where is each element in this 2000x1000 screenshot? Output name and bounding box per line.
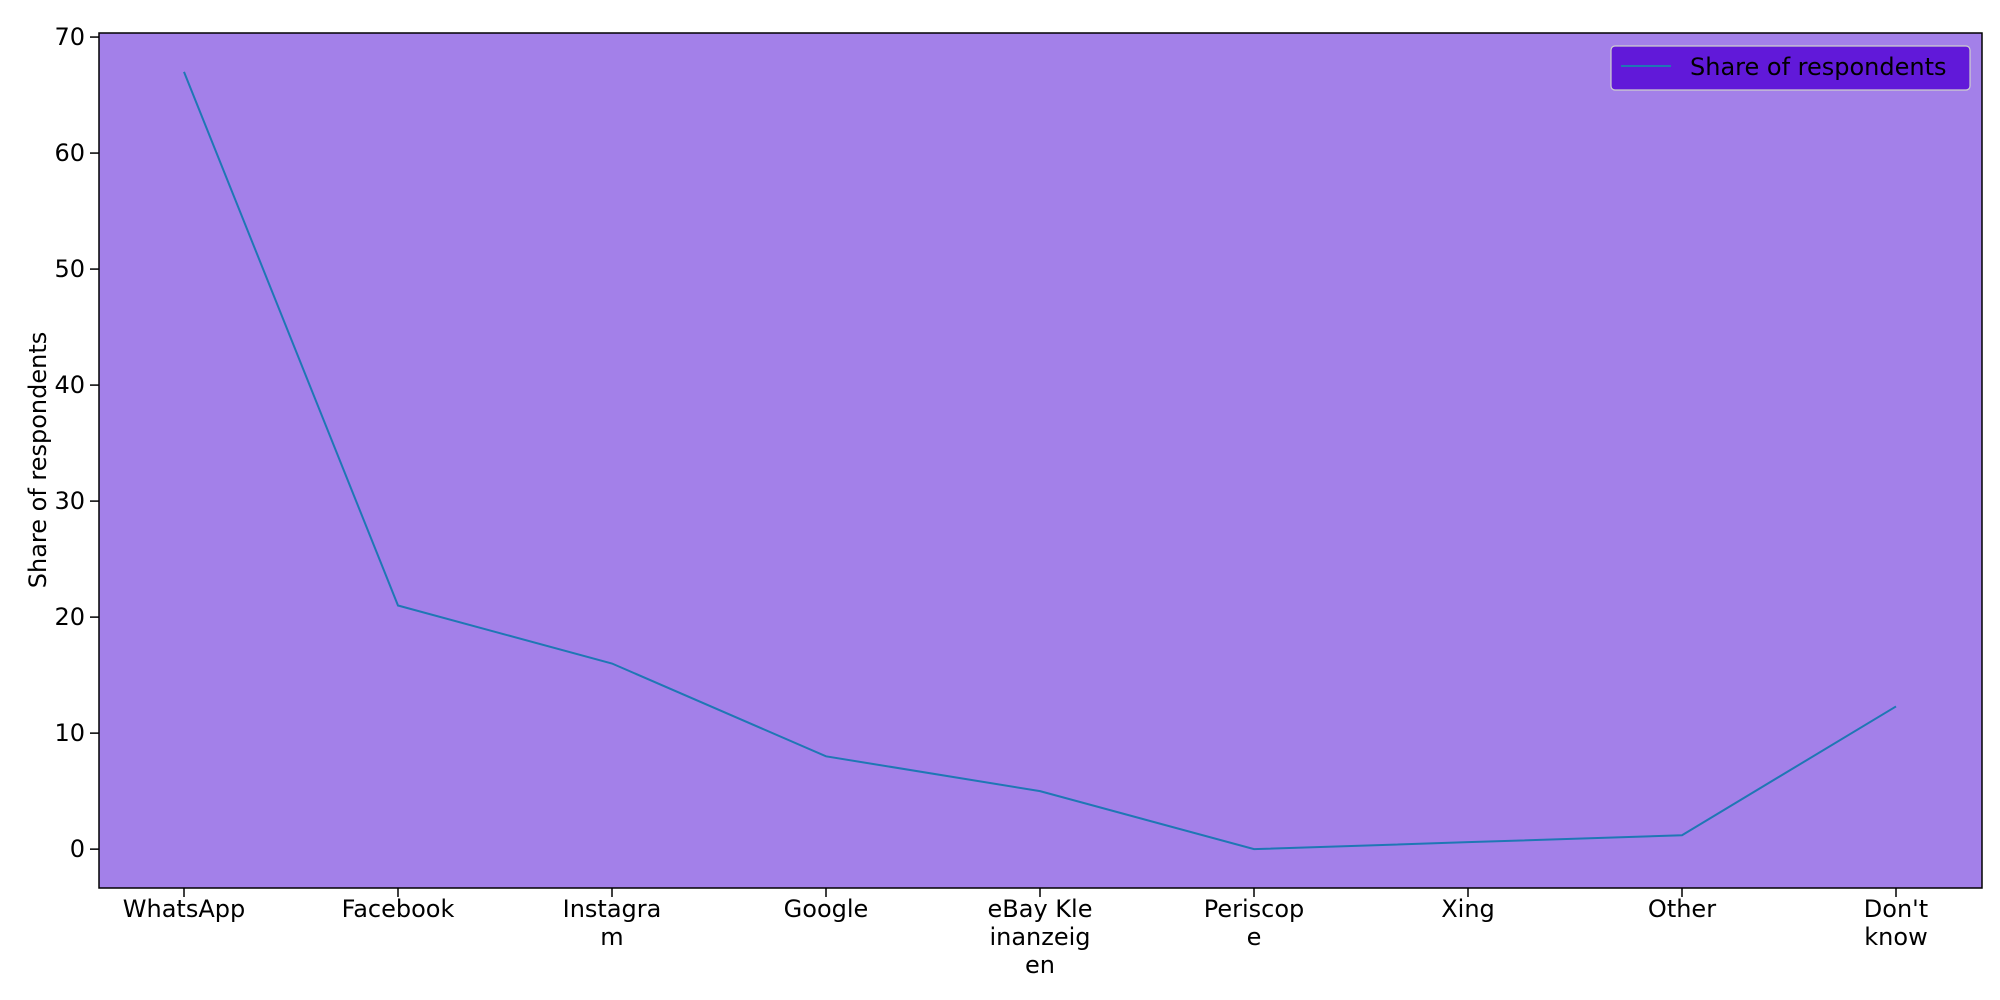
x-tick-label: Instagra m	[563, 895, 662, 951]
y-tick-label: 10	[54, 719, 85, 747]
x-axis-ticks: WhatsApp Facebook Instagra m Google eBay Kle i…	[123, 888, 1928, 979]
x-tick-label: Google	[784, 895, 869, 923]
y-tick-label: 40	[54, 371, 85, 399]
y-tick-label: 0	[70, 835, 85, 863]
x-tick-label: Other	[1648, 895, 1716, 923]
y-tick-label: 20	[54, 603, 85, 631]
legend: Share of respondents	[1610, 45, 1971, 91]
x-tick-label: Don't know	[1864, 895, 1928, 951]
x-tick-label: eBay Kle inanzeig en	[988, 895, 1093, 979]
y-axis-title: Share of respondents	[24, 332, 52, 589]
x-tick-label: Xing	[1441, 895, 1495, 923]
plot-area-background	[99, 33, 1982, 888]
legend-label: Share of respondents	[1690, 53, 1947, 81]
y-axis-ticks: 0 10 20 30 40 50 60 70	[54, 23, 99, 863]
y-tick-label: 60	[54, 139, 85, 167]
x-tick-label: Facebook	[342, 895, 455, 923]
series-line-share-of-respondents	[183, 71, 1897, 851]
legend-box	[1610, 45, 1971, 91]
y-tick-label: 50	[54, 255, 85, 283]
y-tick-label: 70	[54, 23, 85, 51]
x-tick-label: Periscop e	[1204, 895, 1305, 951]
plot-area-frame	[98, 32, 1983, 889]
y-tick-label: 30	[54, 487, 85, 515]
x-tick-label: WhatsApp	[123, 895, 245, 923]
